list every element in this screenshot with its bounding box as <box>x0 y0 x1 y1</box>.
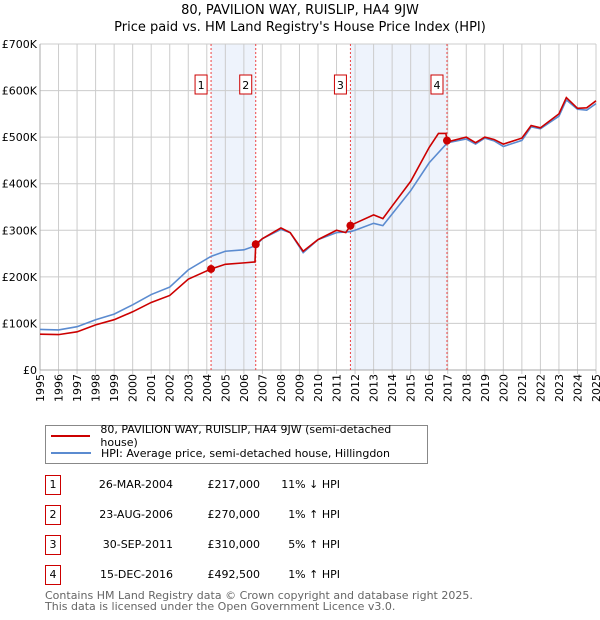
sale-hpi-diff: 5% ↑ HPI <box>288 538 340 551</box>
legend-item-hpi: HPI: Average price, semi-detached house,… <box>46 445 390 461</box>
x-tick-label: 2024 <box>571 374 584 402</box>
x-tick-label: 1997 <box>71 374 84 402</box>
x-tick-label: 2007 <box>256 374 269 402</box>
chart-title: 80, PAVILION WAY, RUISLIP, HA4 9JW <box>181 3 419 18</box>
x-tick-label: 2006 <box>238 374 251 402</box>
sale-date: 23-AUG-2006 <box>99 508 173 521</box>
y-tick-label: £500K <box>2 131 38 144</box>
x-tick-label: 1999 <box>108 374 121 402</box>
sale-hpi-diff: 1% ↑ HPI <box>288 508 340 521</box>
legend-swatch-red <box>51 435 91 437</box>
property-price-line <box>39 96 597 336</box>
sale-date: 30-SEP-2011 <box>102 538 173 551</box>
sale-hpi-diff: 11% ↓ HPI <box>281 478 340 491</box>
sale-point <box>346 221 355 230</box>
x-tick-label: 2003 <box>182 374 195 402</box>
x-tick-label: 2023 <box>553 374 566 402</box>
sale-point <box>251 240 260 249</box>
x-tick-label: 2018 <box>460 374 473 402</box>
sale-price: £310,000 <box>207 538 261 551</box>
x-tick-label: 2021 <box>516 374 529 402</box>
sale-label-box <box>194 74 208 95</box>
sale-price: £270,000 <box>207 508 261 521</box>
x-tick-label: 1998 <box>90 374 103 402</box>
y-tick-label: £300K <box>2 224 38 237</box>
legend-swatch-blue <box>51 452 91 454</box>
sale-point <box>442 136 451 145</box>
sale-label: 2 <box>242 79 249 92</box>
legend-item-property: 80, PAVILION WAY, RUISLIP, HA4 9JW (semi… <box>46 423 427 449</box>
x-tick-label: 2022 <box>534 374 547 402</box>
x-tick-label: 2011 <box>331 374 344 402</box>
sale-point <box>207 264 216 273</box>
x-tick-label: 2002 <box>164 374 177 402</box>
x-tick-label: 2014 <box>386 374 399 402</box>
y-tick-label: £0 <box>23 364 37 377</box>
sale-label-box <box>333 74 347 95</box>
x-tick-label: 2010 <box>312 374 325 402</box>
sale-number: 2 <box>45 505 61 525</box>
sale-label: 4 <box>433 79 440 92</box>
x-tick-label: 2000 <box>127 374 140 402</box>
y-tick-label: £100K <box>2 317 38 330</box>
y-tick-label: £700K <box>2 38 38 51</box>
footer-line-2: This data is licensed under the Open Gov… <box>45 600 396 613</box>
chart-subtitle: Price paid vs. HM Land Registry's House … <box>114 20 486 35</box>
x-tick-label: 2013 <box>368 374 381 402</box>
y-tick-label: £200K <box>2 271 38 284</box>
sale-number: 4 <box>45 565 61 585</box>
footer: Contains HM Land Registry data © Crown c… <box>45 590 473 612</box>
sale-label: 3 <box>337 79 344 92</box>
y-tick-label: £600K <box>2 85 38 98</box>
legend: 80, PAVILION WAY, RUISLIP, HA4 9JW (semi… <box>45 423 428 464</box>
x-tick-label: 2020 <box>497 374 510 402</box>
x-tick-label: 2005 <box>219 374 232 402</box>
shaded-range <box>211 44 256 370</box>
footer-line-1: Contains HM Land Registry data © Crown c… <box>45 589 473 602</box>
x-tick-label: 2016 <box>423 374 436 402</box>
x-tick-label: 2008 <box>275 374 288 402</box>
sale-price: £217,000 <box>207 478 261 491</box>
sale-number: 1 <box>45 475 61 495</box>
sale-row: 2 23-AUG-2006 £270,000 1% ↑ HPI <box>45 505 445 525</box>
y-tick-label: £400K <box>2 178 38 191</box>
sale-row: 4 15-DEC-2016 £492,500 1% ↑ HPI <box>45 565 445 585</box>
x-tick-label: 2019 <box>479 374 492 402</box>
sale-row: 3 30-SEP-2011 £310,000 5% ↑ HPI <box>45 535 445 555</box>
price-chart: 1995 1996 1997 1998 1999 2000 2001 2002 2003 2004… <box>2 38 600 402</box>
x-tick-label: 2017 <box>442 374 455 402</box>
sale-number: 3 <box>45 535 61 555</box>
x-tick-label: 2009 <box>293 374 306 402</box>
x-tick-label: 1996 <box>53 374 66 402</box>
x-tick-label: 2004 <box>201 374 214 402</box>
sale-hpi-diff: 1% ↑ HPI <box>288 568 340 581</box>
sale-date: 15-DEC-2016 <box>99 568 173 581</box>
sale-label-box <box>430 74 444 95</box>
x-tick-label: 1995 <box>34 374 47 402</box>
sale-label: 1 <box>198 79 205 92</box>
x-tick-label: 2025 <box>590 374 600 402</box>
hpi-line <box>39 98 597 331</box>
sale-label-box <box>239 74 253 95</box>
x-tick-label: 2001 <box>145 374 158 402</box>
x-tick-label: 2012 <box>349 374 362 402</box>
x-tick-label: 2015 <box>405 374 418 402</box>
legend-label: HPI: Average price, semi-detached house,… <box>101 446 390 460</box>
legend-label: 80, PAVILION WAY, RUISLIP, HA4 9JW (semi… <box>100 423 392 449</box>
sale-row: 1 26-MAR-2004 £217,000 11% ↓ HPI <box>45 475 445 495</box>
sale-price: £492,500 <box>207 568 261 581</box>
sale-date: 26-MAR-2004 <box>98 478 173 491</box>
